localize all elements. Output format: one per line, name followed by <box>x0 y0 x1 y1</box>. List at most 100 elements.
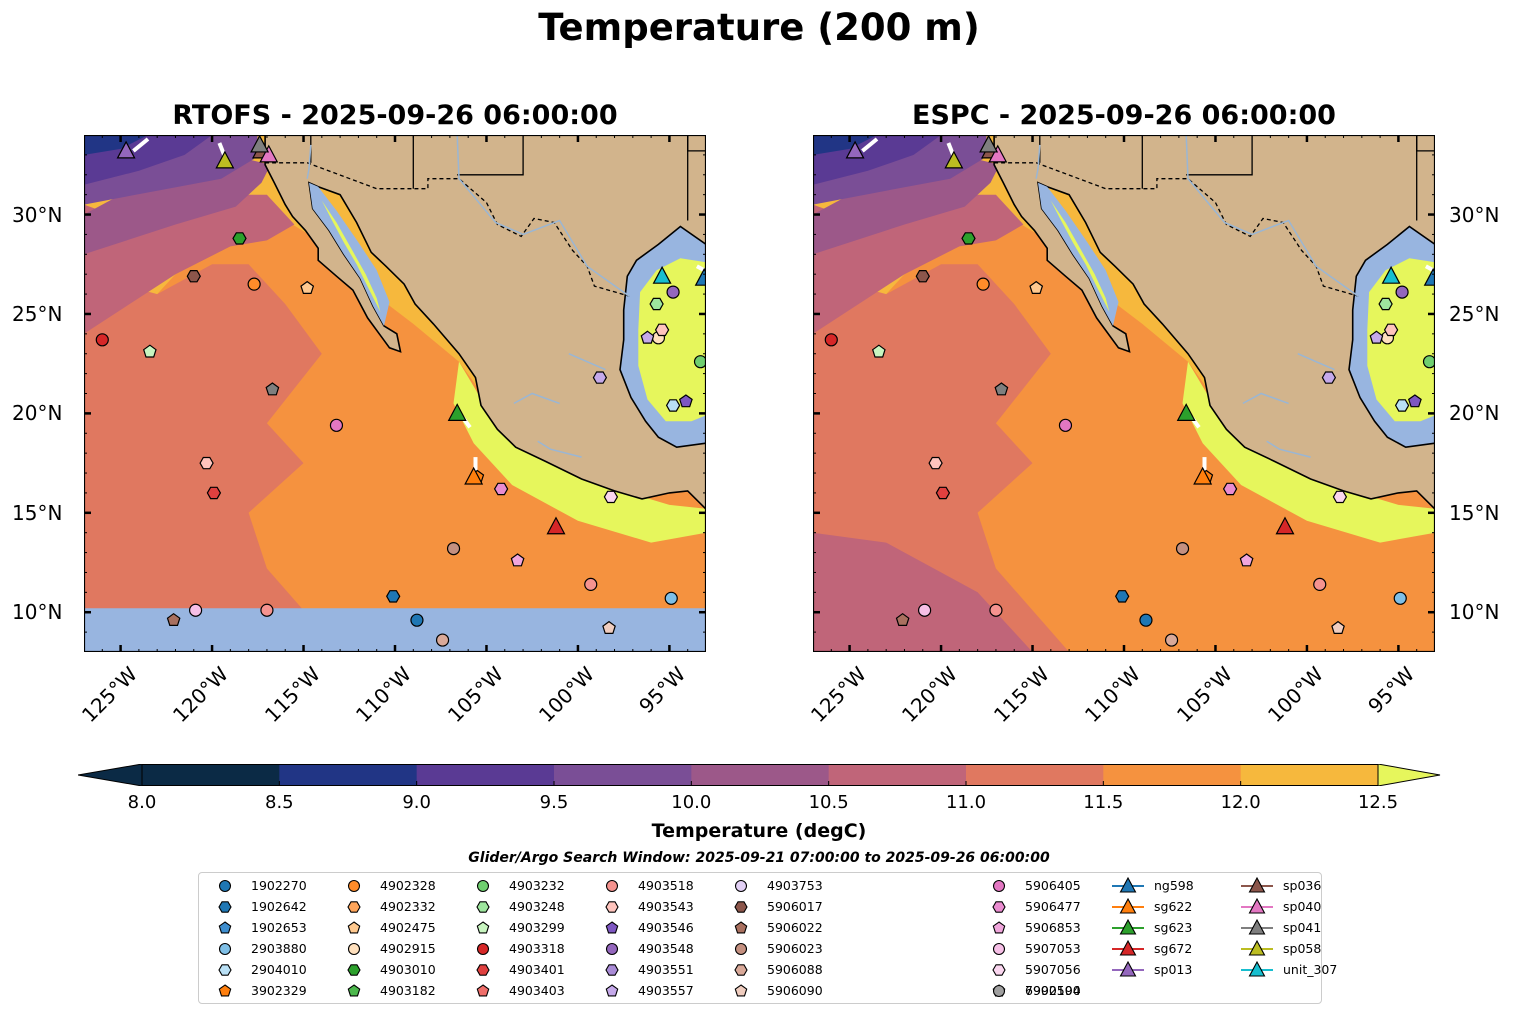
marker-5906022 <box>166 612 181 626</box>
lon-tick-label: 95°W <box>634 662 691 719</box>
temperature-band <box>84 135 148 155</box>
river <box>1035 144 1041 179</box>
marker-4903557 <box>640 330 655 344</box>
legend-label: 4903010 <box>380 962 436 977</box>
legend-marker-circle <box>605 879 619 893</box>
legend-label: 5906022 <box>767 920 823 935</box>
legend-marker-hexagon <box>218 964 232 976</box>
legend-marker-hexagon <box>605 901 619 913</box>
glider-track <box>861 137 879 153</box>
legend-symbol <box>347 879 361 893</box>
legend-symbol <box>605 901 619 913</box>
legend-marker-triangle <box>1241 898 1273 914</box>
legend-marker-triangle <box>1241 940 1273 956</box>
legend-marker-hexagon <box>605 964 619 976</box>
legend-marker-circle <box>347 879 361 893</box>
legend-label: 4903546 <box>638 920 694 935</box>
legend-symbol <box>476 964 490 976</box>
legend-marker-triangle <box>1241 877 1273 893</box>
legend-marker-circle <box>992 942 1006 956</box>
marker-7902104 <box>989 603 1003 617</box>
panel-title-espc: ESPC - 2025-09-26 06:00:00 <box>912 100 1336 131</box>
legend-symbol <box>1119 919 1137 935</box>
colorbar-tick-label: 8.5 <box>265 792 294 813</box>
marker-4903543 <box>1383 323 1399 337</box>
marker-4902332 <box>592 371 608 384</box>
marker-1902270 <box>1139 613 1153 627</box>
marker-sp041 <box>979 135 999 153</box>
marker-2904010 <box>1394 399 1410 412</box>
legend-label: 4903248 <box>509 899 565 914</box>
legend-label: 4903182 <box>380 983 436 998</box>
marker-4903403 <box>928 456 943 470</box>
marker-1902642 <box>1115 590 1130 603</box>
marker-4903248 <box>1378 297 1393 311</box>
river <box>568 353 606 371</box>
legend-symbol <box>1119 898 1137 914</box>
legend-marker-pentagon <box>992 921 1006 934</box>
lon-tick-label: 120°W <box>897 662 963 728</box>
legend-symbol <box>347 921 361 934</box>
legend-symbol <box>218 964 232 976</box>
marker-5906405 <box>329 418 344 432</box>
marker-sp013 <box>845 140 865 159</box>
legend-marker-triangle <box>1241 961 1273 977</box>
legend-symbol <box>605 964 619 976</box>
legend-symbol <box>347 901 361 913</box>
legend-marker-triangle <box>1112 919 1144 935</box>
colorbar-label: Temperature (degC) <box>651 820 867 842</box>
legend-symbol <box>347 942 361 956</box>
legend-marker-circle <box>605 942 619 956</box>
marker-6990590 <box>994 382 1009 396</box>
marker-5906088 <box>1164 633 1179 647</box>
marker-sp041 <box>250 135 270 153</box>
lat-tick-label: 20°N <box>1449 401 1500 426</box>
marker-4902328 <box>247 277 261 291</box>
marker-unit_307 <box>1381 265 1401 284</box>
marker-sg622 <box>464 466 484 485</box>
rtofs-map <box>84 135 706 652</box>
legend-marker-hexagon <box>992 964 1006 976</box>
legend-symbol <box>734 984 748 997</box>
legend-label: 1902653 <box>251 920 307 935</box>
legend-marker-triangle <box>1241 919 1273 935</box>
legend-marker-pentagon <box>605 921 619 934</box>
colorbar-tick-label: 12.5 <box>1357 792 1399 813</box>
marker-sp040 <box>259 144 279 163</box>
legend-symbol <box>218 921 232 934</box>
lon-tick-label: 105°W <box>442 662 508 728</box>
marker-5906017 <box>186 270 201 283</box>
legend-label: 5907053 <box>1025 941 1081 956</box>
marker-5906090 <box>602 620 616 634</box>
legend-label: 4903401 <box>509 962 565 977</box>
lon-tick-label: 95°W <box>1363 662 1420 719</box>
legend-marker-circle <box>734 942 748 956</box>
legend-label: 3902329 <box>251 983 307 998</box>
legend-label: sg622 <box>1154 899 1193 914</box>
marker-2903880 <box>1393 591 1407 605</box>
colorbar-tick-label: 8.0 <box>127 792 157 813</box>
legend-symbol <box>218 901 232 913</box>
marker-6990590 <box>265 382 280 396</box>
lat-tick-label: 30°N <box>12 202 63 227</box>
legend-marker-triangle <box>1112 940 1144 956</box>
gulf-california-shelf <box>309 182 390 326</box>
lon-tick-label: 115°W <box>259 662 325 728</box>
legend-marker-pentagon <box>734 921 748 934</box>
legend-symbol <box>992 984 1006 998</box>
river <box>456 135 630 297</box>
river <box>513 392 560 405</box>
legend-label: 1902642 <box>251 899 307 914</box>
marker-sp058 <box>215 150 235 169</box>
legend-symbol <box>1119 961 1137 977</box>
temperature-band <box>813 154 1000 255</box>
us-mexico-border <box>265 162 630 297</box>
marker-4902328 <box>976 277 990 291</box>
legend-symbol <box>476 984 490 997</box>
state-border <box>457 135 524 176</box>
legend-marker-triangle <box>1112 898 1144 914</box>
lat-tick-label: 30°N <box>1449 202 1500 227</box>
legend-marker-circle <box>218 942 232 956</box>
legend-symbol <box>992 879 1006 893</box>
legend-symbol <box>605 942 619 956</box>
